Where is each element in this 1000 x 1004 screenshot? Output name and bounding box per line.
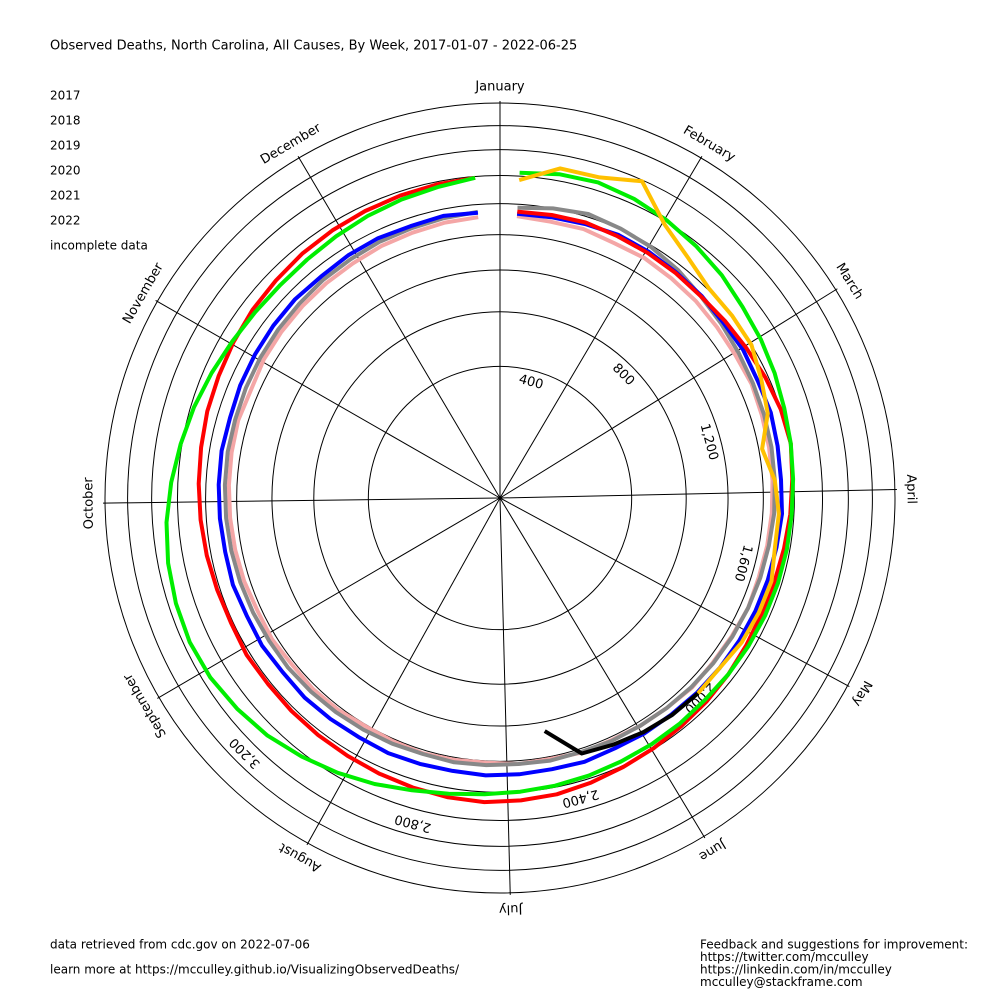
month-label: August [277, 840, 324, 875]
month-spoke [306, 497, 501, 846]
feedback-line: Feedback and suggestions for improvement… [700, 938, 968, 952]
series-line [164, 170, 796, 797]
series-line [226, 214, 775, 766]
legend-entry: incomplete data [50, 239, 148, 253]
month-spoke [499, 497, 706, 839]
chart-title: Observed Deaths, North Carolina, All Cau… [50, 39, 577, 54]
month-label: March [832, 261, 866, 303]
month-spoke [499, 488, 897, 499]
series-line [543, 691, 700, 756]
footer-note: data retrieved from cdc.gov on 2022-07-0… [50, 938, 310, 952]
month-spoke [499, 497, 850, 687]
month-label: September [120, 670, 170, 740]
legend-entry: 2022 [50, 214, 81, 228]
month-label: July [498, 901, 523, 917]
series-line [216, 210, 784, 778]
month-label: December [258, 120, 324, 168]
month-label: May [849, 678, 875, 709]
legend-entry: 2019 [50, 139, 81, 153]
month-label: January [474, 80, 525, 95]
series-line [222, 205, 777, 768]
month-spoke [157, 497, 501, 699]
feedback-line: mcculley@stackframe.com [700, 975, 863, 989]
r-tick-label: 400 [517, 372, 545, 393]
month-spoke [155, 300, 501, 499]
legend-entry: 2021 [50, 189, 81, 203]
month-label: November [120, 260, 167, 327]
month-spoke [297, 155, 501, 499]
legend-entry: 2017 [50, 89, 81, 103]
month-spoke [499, 288, 838, 499]
feedback-line: https://linkedin.com/in/mcculley [700, 963, 892, 977]
month-spoke [103, 497, 501, 504]
month-spoke [499, 155, 703, 499]
series-line [518, 166, 781, 695]
month-label: April [903, 474, 919, 504]
footer-note: learn more at https://mcculley.github.io… [50, 963, 460, 977]
legend-entry: 2020 [50, 164, 81, 178]
r-tick-label: 800 [609, 361, 637, 389]
r-tick-label: 3,200 [227, 734, 264, 771]
legend-entry: 2018 [50, 114, 81, 128]
month-label: June [696, 836, 729, 864]
month-label: February [680, 123, 737, 165]
feedback-line: https://twitter.com/mcculley [700, 950, 869, 964]
month-spoke [499, 497, 511, 895]
month-label: October [81, 477, 97, 530]
